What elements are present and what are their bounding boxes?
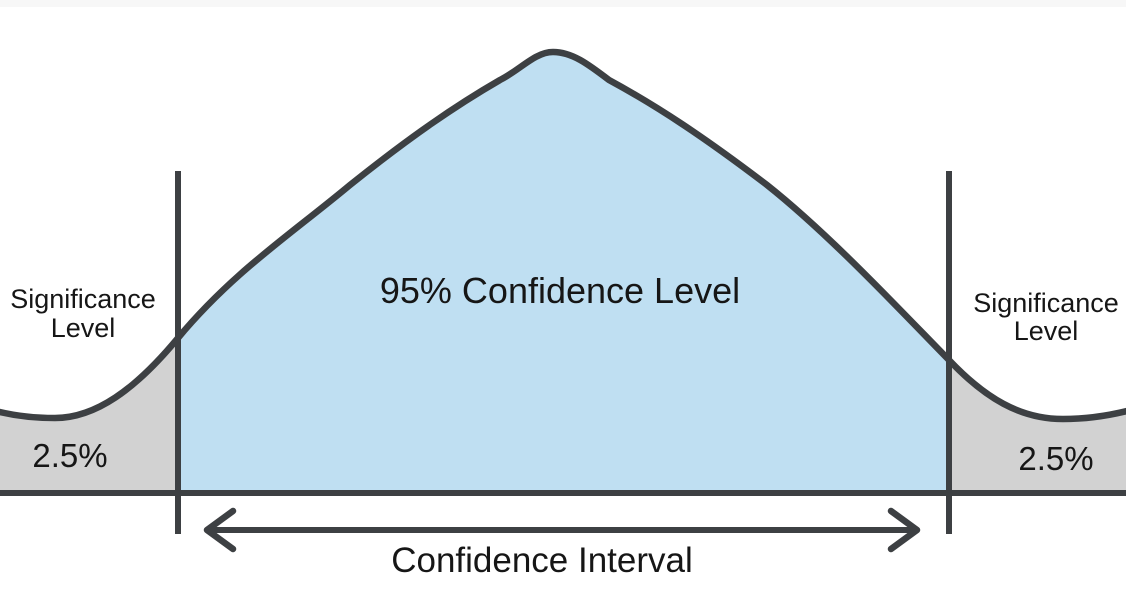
right-significance-label-line1: Significance: [973, 288, 1119, 318]
top-edge-strip: [0, 0, 1126, 7]
confidence-interval-label: Confidence Interval: [391, 541, 693, 580]
confidence-level-label: 95% Confidence Level: [380, 270, 740, 311]
arrow-right-head-icon: [887, 507, 921, 553]
right-tail-percentage: 2.5%: [1018, 440, 1093, 477]
left-significance-label-line1: Significance: [10, 284, 156, 314]
bell-curve: [0, 48, 1126, 423]
left-tail-percentage: 2.5%: [32, 437, 107, 474]
right-significance-label-line2: Level: [1014, 316, 1079, 346]
left-significance-label-line2: Level: [51, 313, 116, 343]
arrow-left-head-icon: [203, 507, 237, 553]
confidence-interval-arrow: [203, 507, 921, 553]
